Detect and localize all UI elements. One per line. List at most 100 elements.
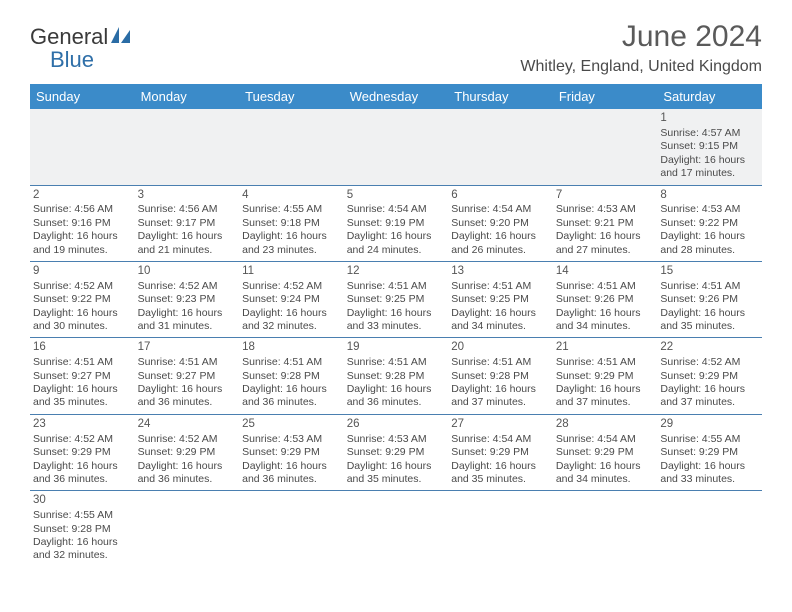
calendar-cell: 10Sunrise: 4:52 AMSunset: 9:23 PMDayligh… [135, 261, 240, 337]
day-number: 21 [556, 340, 655, 355]
sunset-line: Sunset: 9:28 PM [347, 370, 446, 383]
calendar-cell: 30Sunrise: 4:55 AMSunset: 9:28 PMDayligh… [30, 491, 135, 567]
daylight-line: Daylight: 16 hours and 17 minutes. [660, 154, 759, 181]
logo: General [30, 20, 136, 50]
daylight-line: Daylight: 16 hours and 33 minutes. [660, 460, 759, 487]
daylight-line: Daylight: 16 hours and 34 minutes. [556, 460, 655, 487]
day-number: 6 [451, 188, 550, 203]
sunrise-line: Sunrise: 4:55 AM [660, 433, 759, 446]
sunset-line: Sunset: 9:27 PM [138, 370, 237, 383]
day-number: 13 [451, 264, 550, 279]
sunset-line: Sunset: 9:18 PM [242, 217, 341, 230]
sunset-line: Sunset: 9:22 PM [33, 293, 132, 306]
day-number: 16 [33, 340, 132, 355]
sunset-line: Sunset: 9:29 PM [33, 446, 132, 459]
daylight-line: Daylight: 16 hours and 30 minutes. [33, 307, 132, 334]
calendar-cell: 23Sunrise: 4:52 AMSunset: 9:29 PMDayligh… [30, 414, 135, 490]
month-title: June 2024 [520, 20, 762, 54]
day-header: Monday [135, 84, 240, 109]
day-number: 10 [138, 264, 237, 279]
day-number: 5 [347, 188, 446, 203]
calendar-cell: 5Sunrise: 4:54 AMSunset: 9:19 PMDaylight… [344, 185, 449, 261]
day-number: 17 [138, 340, 237, 355]
day-number: 2 [33, 188, 132, 203]
calendar-cell: 27Sunrise: 4:54 AMSunset: 9:29 PMDayligh… [448, 414, 553, 490]
calendar-cell [448, 491, 553, 567]
calendar-cell: 2Sunrise: 4:56 AMSunset: 9:16 PMDaylight… [30, 185, 135, 261]
daylight-line: Daylight: 16 hours and 35 minutes. [347, 460, 446, 487]
sunset-line: Sunset: 9:28 PM [242, 370, 341, 383]
logo-sails-icon [110, 25, 136, 50]
daylight-line: Daylight: 16 hours and 31 minutes. [138, 307, 237, 334]
header: General June 2024 Whitley, England, Unit… [30, 20, 762, 76]
daylight-line: Daylight: 16 hours and 36 minutes. [242, 383, 341, 410]
daylight-line: Daylight: 16 hours and 35 minutes. [660, 307, 759, 334]
sunrise-line: Sunrise: 4:51 AM [347, 280, 446, 293]
calendar-cell [344, 109, 449, 185]
day-header: Saturday [657, 84, 762, 109]
day-number: 25 [242, 417, 341, 432]
daylight-line: Daylight: 16 hours and 35 minutes. [451, 460, 550, 487]
day-number: 23 [33, 417, 132, 432]
daylight-line: Daylight: 16 hours and 37 minutes. [660, 383, 759, 410]
calendar-cell: 14Sunrise: 4:51 AMSunset: 9:26 PMDayligh… [553, 261, 658, 337]
sunrise-line: Sunrise: 4:52 AM [33, 280, 132, 293]
day-number: 3 [138, 188, 237, 203]
daylight-line: Daylight: 16 hours and 37 minutes. [451, 383, 550, 410]
daylight-line: Daylight: 16 hours and 34 minutes. [451, 307, 550, 334]
sunrise-line: Sunrise: 4:55 AM [242, 203, 341, 216]
day-number: 8 [660, 188, 759, 203]
day-number: 22 [660, 340, 759, 355]
sunset-line: Sunset: 9:29 PM [556, 370, 655, 383]
location: Whitley, England, United Kingdom [520, 58, 762, 76]
daylight-line: Daylight: 16 hours and 33 minutes. [347, 307, 446, 334]
daylight-line: Daylight: 16 hours and 36 minutes. [138, 383, 237, 410]
calendar-cell: 21Sunrise: 4:51 AMSunset: 9:29 PMDayligh… [553, 338, 658, 414]
sunrise-line: Sunrise: 4:52 AM [242, 280, 341, 293]
sunset-line: Sunset: 9:29 PM [347, 446, 446, 459]
day-number: 7 [556, 188, 655, 203]
daylight-line: Daylight: 16 hours and 23 minutes. [242, 230, 341, 257]
sunrise-line: Sunrise: 4:51 AM [242, 356, 341, 369]
day-number: 1 [660, 111, 759, 126]
calendar-cell [657, 491, 762, 567]
calendar-cell [135, 491, 240, 567]
calendar-cell: 12Sunrise: 4:51 AMSunset: 9:25 PMDayligh… [344, 261, 449, 337]
sunrise-line: Sunrise: 4:52 AM [138, 433, 237, 446]
sunset-line: Sunset: 9:15 PM [660, 140, 759, 153]
daylight-line: Daylight: 16 hours and 24 minutes. [347, 230, 446, 257]
day-number: 11 [242, 264, 341, 279]
sunrise-line: Sunrise: 4:52 AM [660, 356, 759, 369]
sunset-line: Sunset: 9:21 PM [556, 217, 655, 230]
calendar-cell: 9Sunrise: 4:52 AMSunset: 9:22 PMDaylight… [30, 261, 135, 337]
sunrise-line: Sunrise: 4:57 AM [660, 127, 759, 140]
day-number: 28 [556, 417, 655, 432]
day-number: 19 [347, 340, 446, 355]
daylight-line: Daylight: 16 hours and 36 minutes. [242, 460, 341, 487]
calendar-cell: 22Sunrise: 4:52 AMSunset: 9:29 PMDayligh… [657, 338, 762, 414]
daylight-line: Daylight: 16 hours and 27 minutes. [556, 230, 655, 257]
day-number: 24 [138, 417, 237, 432]
calendar-cell: 17Sunrise: 4:51 AMSunset: 9:27 PMDayligh… [135, 338, 240, 414]
day-number: 30 [33, 493, 132, 508]
day-header: Tuesday [239, 84, 344, 109]
sunrise-line: Sunrise: 4:54 AM [556, 433, 655, 446]
sunset-line: Sunset: 9:29 PM [242, 446, 341, 459]
calendar-cell: 11Sunrise: 4:52 AMSunset: 9:24 PMDayligh… [239, 261, 344, 337]
calendar-cell: 13Sunrise: 4:51 AMSunset: 9:25 PMDayligh… [448, 261, 553, 337]
sunset-line: Sunset: 9:24 PM [242, 293, 341, 306]
day-number: 4 [242, 188, 341, 203]
daylight-line: Daylight: 16 hours and 36 minutes. [33, 460, 132, 487]
calendar-cell: 8Sunrise: 4:53 AMSunset: 9:22 PMDaylight… [657, 185, 762, 261]
sunset-line: Sunset: 9:29 PM [138, 446, 237, 459]
calendar-cell: 26Sunrise: 4:53 AMSunset: 9:29 PMDayligh… [344, 414, 449, 490]
calendar-cell [30, 109, 135, 185]
daylight-line: Daylight: 16 hours and 36 minutes. [138, 460, 237, 487]
sunset-line: Sunset: 9:25 PM [451, 293, 550, 306]
sunrise-line: Sunrise: 4:51 AM [451, 280, 550, 293]
calendar-cell: 15Sunrise: 4:51 AMSunset: 9:26 PMDayligh… [657, 261, 762, 337]
calendar-cell [448, 109, 553, 185]
sunset-line: Sunset: 9:17 PM [138, 217, 237, 230]
sunset-line: Sunset: 9:26 PM [556, 293, 655, 306]
calendar-cell: 4Sunrise: 4:55 AMSunset: 9:18 PMDaylight… [239, 185, 344, 261]
